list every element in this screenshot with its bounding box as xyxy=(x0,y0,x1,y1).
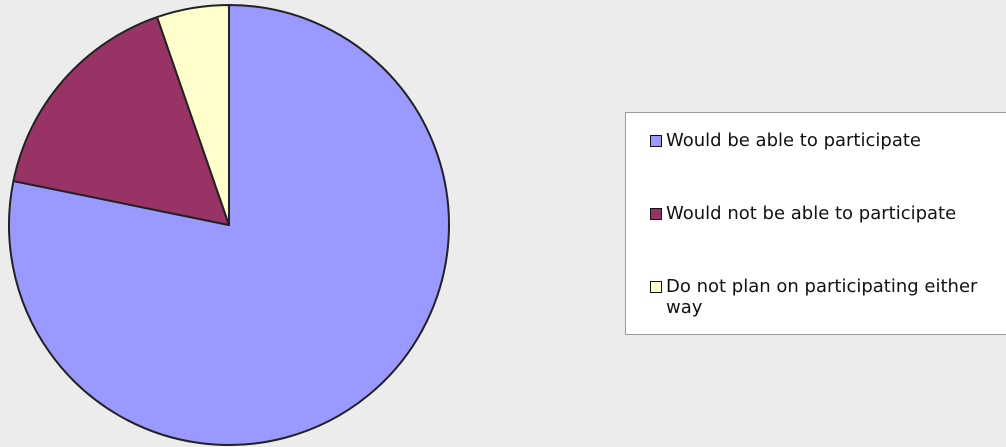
chart-legend: Would be able to participate Would not b… xyxy=(625,112,1006,335)
legend-label-not-planning: Do not plan on participating either way xyxy=(666,276,978,318)
pie-slice-not-planning xyxy=(156,4,230,226)
legend-item-not-planning: Do not plan on participating either way xyxy=(650,276,1000,318)
legend-label-able: Would be able to participate xyxy=(666,130,921,151)
legend-item-able: Would be able to participate xyxy=(650,130,1000,151)
legend-swatch-not-planning xyxy=(650,281,662,293)
legend-swatch-not-able xyxy=(650,208,662,220)
legend-label-not-able: Would not be able to participate xyxy=(666,203,957,224)
legend-swatch-able xyxy=(650,135,662,147)
pie-slice-not-able xyxy=(12,16,230,226)
legend-item-not-able: Would not be able to participate xyxy=(650,203,1000,224)
pie-slices xyxy=(8,4,450,446)
